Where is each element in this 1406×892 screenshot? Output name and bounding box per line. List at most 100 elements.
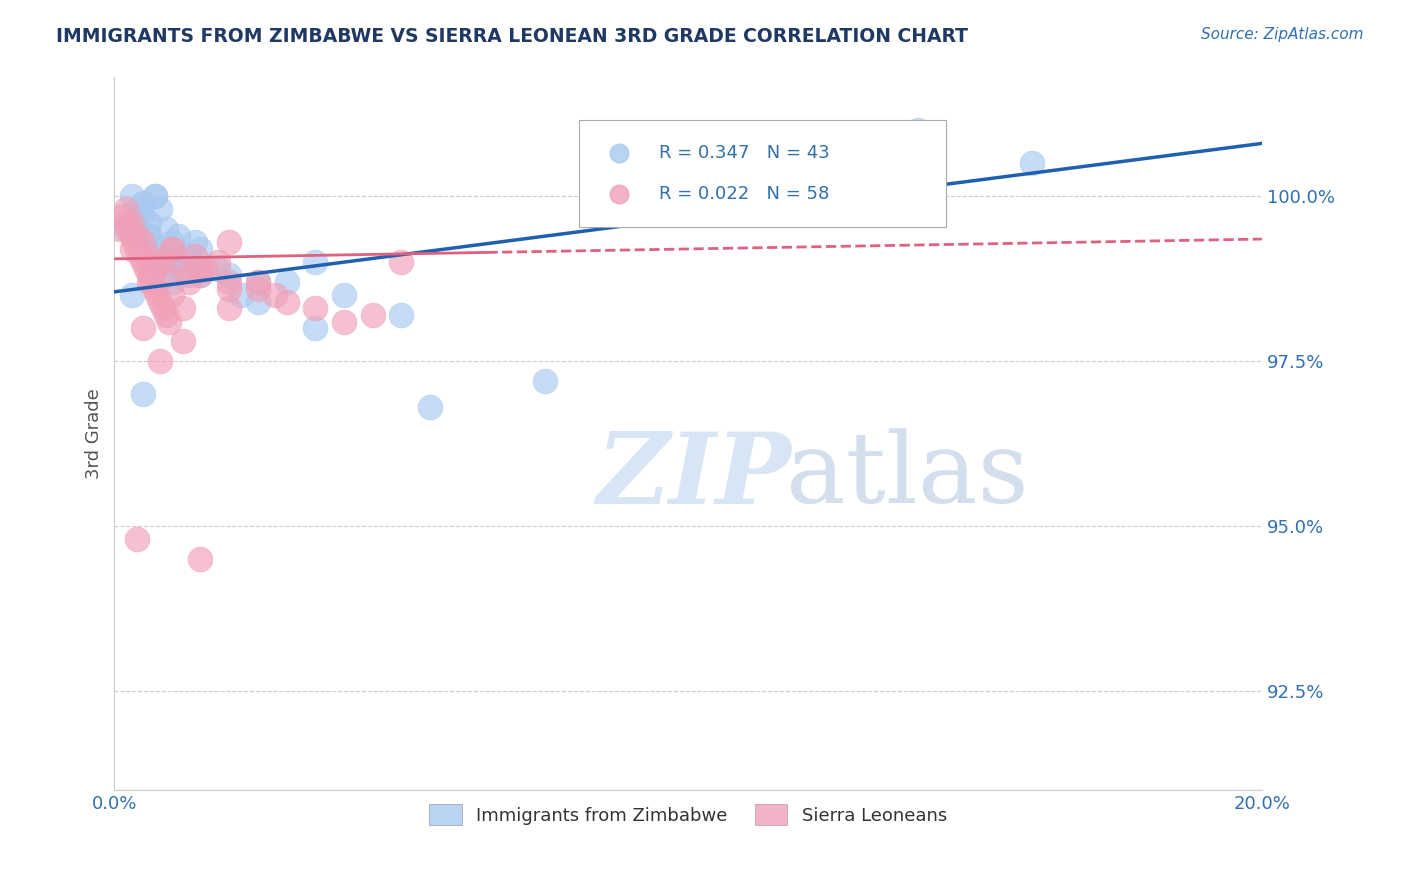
Point xyxy=(160,235,183,250)
Point xyxy=(177,275,200,289)
Point xyxy=(149,354,172,368)
Point xyxy=(246,275,269,289)
Point xyxy=(143,189,166,203)
Point xyxy=(146,288,169,302)
Point xyxy=(264,288,287,302)
Point xyxy=(218,268,240,283)
Point xyxy=(389,308,412,322)
Point xyxy=(172,334,194,349)
Point xyxy=(127,209,149,223)
Point xyxy=(132,321,155,335)
Point xyxy=(115,216,138,230)
Point xyxy=(141,275,163,289)
Point xyxy=(143,189,166,203)
Point xyxy=(419,401,441,415)
Point xyxy=(246,294,269,309)
Point xyxy=(143,281,166,295)
Point xyxy=(207,255,229,269)
Text: R = 0.022   N = 58: R = 0.022 N = 58 xyxy=(659,185,830,203)
Point xyxy=(160,255,183,269)
FancyBboxPatch shape xyxy=(579,120,946,227)
Point xyxy=(218,301,240,316)
Point xyxy=(115,202,138,217)
Point xyxy=(157,314,180,328)
Point xyxy=(172,261,194,276)
Point xyxy=(149,255,172,269)
Point xyxy=(533,374,555,388)
Point xyxy=(149,249,172,263)
Point xyxy=(166,255,188,269)
Point xyxy=(907,123,929,137)
Point xyxy=(218,281,240,295)
Point xyxy=(121,189,143,203)
Point xyxy=(166,228,188,243)
Point xyxy=(276,294,298,309)
Point xyxy=(118,222,141,236)
Point xyxy=(108,222,131,236)
Point xyxy=(127,202,149,217)
Point xyxy=(155,308,177,322)
Point xyxy=(155,268,177,283)
Point xyxy=(132,209,155,223)
Point xyxy=(160,288,183,302)
Point xyxy=(111,209,134,223)
Point xyxy=(304,321,326,335)
Point xyxy=(121,216,143,230)
Point xyxy=(155,268,177,283)
Text: atlas: atlas xyxy=(786,428,1028,524)
Point xyxy=(138,228,160,243)
Point xyxy=(190,268,212,283)
Point xyxy=(149,202,172,217)
Y-axis label: 3rd Grade: 3rd Grade xyxy=(86,388,103,479)
Point xyxy=(218,235,240,250)
Point xyxy=(121,228,143,243)
Point xyxy=(1021,156,1043,170)
Point xyxy=(304,255,326,269)
Point xyxy=(195,261,218,276)
Point xyxy=(152,301,174,316)
Point xyxy=(138,249,160,263)
Point xyxy=(333,288,356,302)
Point xyxy=(127,533,149,547)
Point xyxy=(132,387,155,401)
Text: Source: ZipAtlas.com: Source: ZipAtlas.com xyxy=(1201,27,1364,42)
Point xyxy=(276,275,298,289)
Point xyxy=(124,235,146,250)
Point xyxy=(135,261,157,276)
Point xyxy=(121,288,143,302)
Text: IMMIGRANTS FROM ZIMBABWE VS SIERRA LEONEAN 3RD GRADE CORRELATION CHART: IMMIGRANTS FROM ZIMBABWE VS SIERRA LEONE… xyxy=(56,27,969,45)
Point xyxy=(115,222,138,236)
Point xyxy=(246,281,269,295)
Point xyxy=(132,255,155,269)
Point xyxy=(143,261,166,276)
Point xyxy=(218,275,240,289)
Point xyxy=(184,235,207,250)
Point xyxy=(304,301,326,316)
Point xyxy=(132,195,155,210)
Point xyxy=(361,308,384,322)
Point xyxy=(132,235,155,250)
Point xyxy=(127,242,149,256)
Point xyxy=(177,249,200,263)
Point xyxy=(138,228,160,243)
Point xyxy=(160,242,183,256)
Point xyxy=(246,275,269,289)
Point xyxy=(138,216,160,230)
Point xyxy=(207,261,229,276)
Point xyxy=(149,294,172,309)
Point xyxy=(160,242,183,256)
Point xyxy=(160,275,183,289)
Point xyxy=(389,255,412,269)
Point xyxy=(155,222,177,236)
Point xyxy=(127,228,149,243)
Text: R = 0.347   N = 43: R = 0.347 N = 43 xyxy=(659,145,830,162)
Point xyxy=(138,268,160,283)
Point xyxy=(177,268,200,283)
Point xyxy=(129,249,152,263)
Point xyxy=(143,255,166,269)
Point xyxy=(121,242,143,256)
Point xyxy=(229,288,252,302)
Point xyxy=(333,314,356,328)
Point xyxy=(190,242,212,256)
Point xyxy=(184,249,207,263)
